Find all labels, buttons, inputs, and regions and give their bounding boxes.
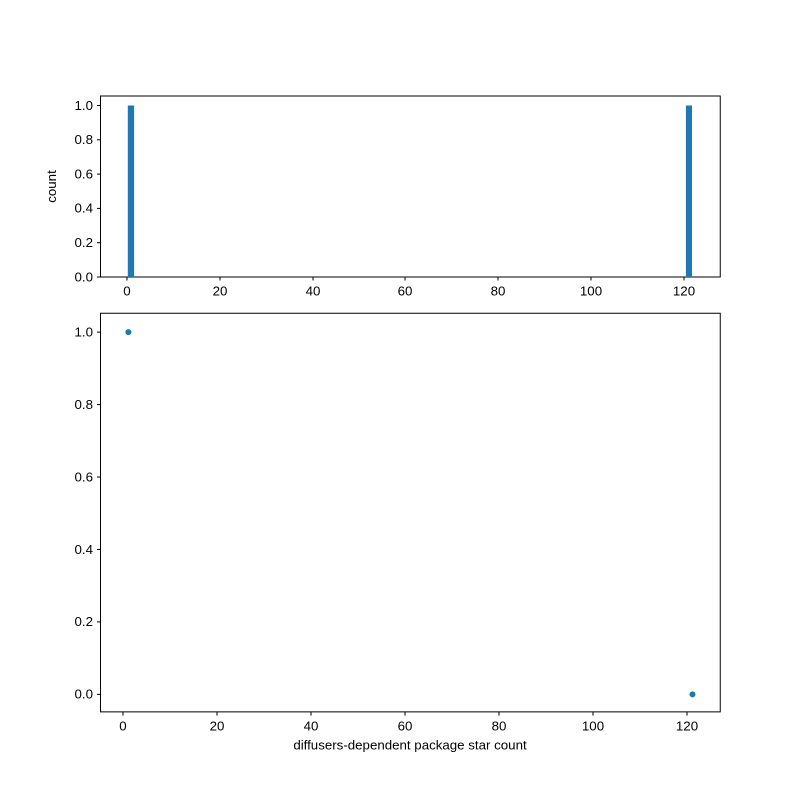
svg-text:0.0: 0.0 — [75, 687, 94, 702]
svg-text:0.8: 0.8 — [75, 132, 94, 147]
svg-text:100: 100 — [582, 719, 604, 734]
svg-text:0.6: 0.6 — [75, 166, 94, 181]
svg-text:1.0: 1.0 — [75, 324, 94, 339]
svg-text:80: 80 — [492, 719, 507, 734]
svg-text:20: 20 — [210, 719, 225, 734]
svg-text:1.0: 1.0 — [75, 98, 94, 113]
svg-text:60: 60 — [398, 284, 413, 299]
svg-text:80: 80 — [491, 284, 506, 299]
svg-text:count: count — [44, 170, 59, 203]
svg-text:0.4: 0.4 — [75, 542, 94, 557]
svg-text:100: 100 — [580, 284, 602, 299]
svg-text:0.4: 0.4 — [75, 201, 94, 216]
svg-text:120: 120 — [676, 719, 698, 734]
svg-text:0.2: 0.2 — [75, 235, 94, 250]
svg-text:0.0: 0.0 — [75, 269, 94, 284]
svg-text:0.8: 0.8 — [75, 397, 94, 412]
svg-text:0: 0 — [119, 719, 126, 734]
svg-text:120: 120 — [673, 284, 695, 299]
svg-text:diffusers-dependent package st: diffusers-dependent package star count — [293, 738, 527, 753]
svg-text:40: 40 — [304, 719, 319, 734]
svg-text:40: 40 — [306, 284, 321, 299]
svg-text:20: 20 — [213, 284, 228, 299]
svg-text:0.2: 0.2 — [75, 614, 94, 629]
svg-text:0: 0 — [123, 284, 130, 299]
svg-text:0.6: 0.6 — [75, 469, 94, 484]
svg-text:60: 60 — [398, 719, 413, 734]
